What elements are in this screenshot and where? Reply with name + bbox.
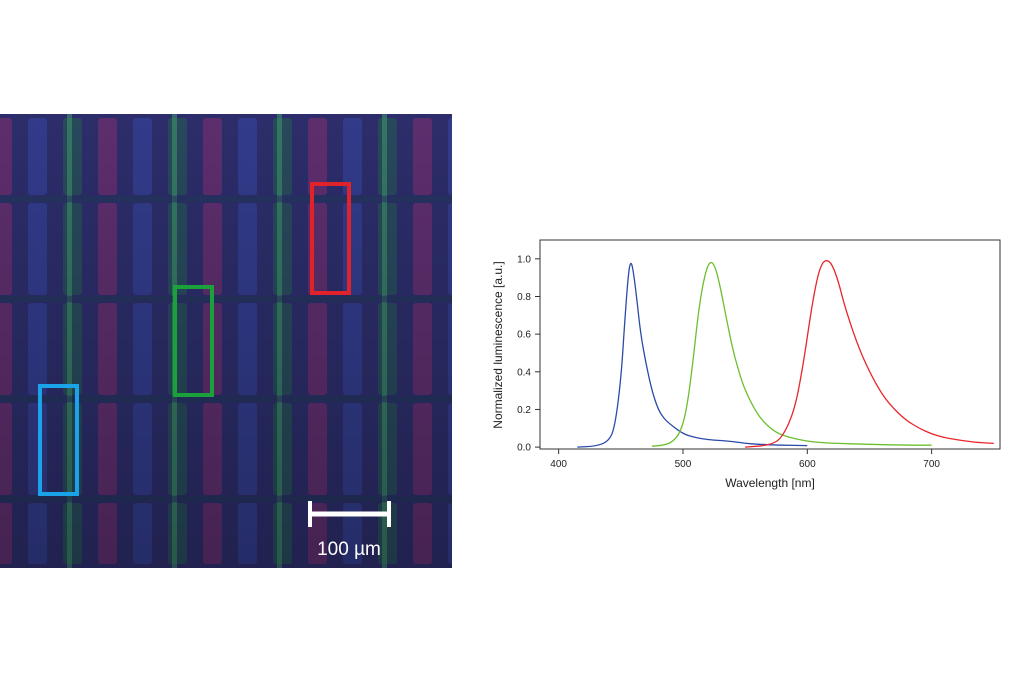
y-tick-label: 0.0	[517, 443, 531, 454]
x-axis: 400 500 600 700	[550, 449, 940, 470]
y-axis: 0.0 0.2 0.4 0.6 0.8 1.0	[517, 254, 540, 454]
x-axis-label: Wavelength [nm]	[725, 476, 815, 490]
x-tick-label: 600	[799, 459, 816, 470]
x-tick-label: 700	[923, 459, 940, 470]
pixel-micrograph: 100 µm	[0, 114, 452, 568]
luminescence-spectrum-chart: 400 500 600 700 0.0 0.2 0.4 0.6 0.8 1.0 Waveleng…	[491, 239, 1001, 490]
red-emission-line	[745, 260, 994, 448]
series-lines	[577, 260, 994, 448]
x-tick-label: 500	[675, 459, 692, 470]
y-tick-label: 0.4	[517, 367, 531, 378]
blue-emission-line	[577, 262, 808, 448]
red-pixel-box	[310, 182, 351, 295]
y-tick-label: 0.6	[517, 330, 531, 341]
scale-bar-label: 100 µm	[317, 539, 381, 560]
blue-pixel-box	[38, 384, 79, 496]
x-tick-label: 400	[550, 459, 567, 470]
green-pixel-box	[173, 285, 214, 397]
y-tick-label: 1.0	[517, 254, 531, 265]
plot-frame	[539, 239, 1001, 450]
micrograph-shading	[0, 114, 452, 568]
y-tick-label: 0.2	[517, 405, 531, 416]
y-tick-label: 0.8	[517, 292, 531, 303]
green-emission-line	[651, 261, 932, 447]
scale-bar	[308, 501, 391, 527]
y-axis-label: Normalized luminescence [a.u.]	[491, 261, 505, 428]
